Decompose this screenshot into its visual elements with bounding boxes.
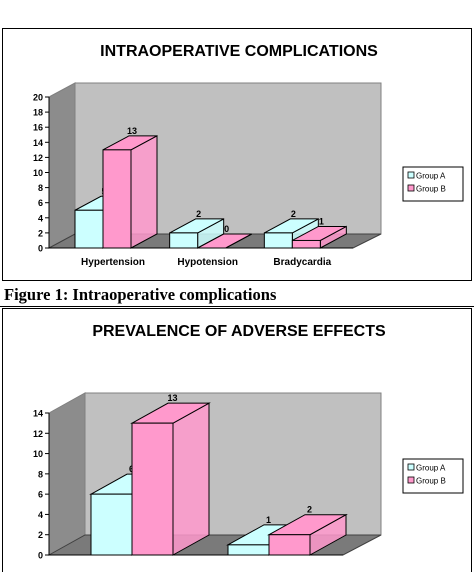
y-tick-label: 12 — [33, 153, 43, 163]
chart-title: PREVALENCE OF ADVERSE EFFECTS — [92, 323, 386, 340]
bar — [74, 209, 104, 249]
bar — [263, 232, 293, 249]
data-label: 1 — [266, 515, 271, 525]
chart-side-wall — [48, 392, 86, 556]
chart-title: INTRAOPERATIVE COMPLICATIONS — [100, 43, 378, 60]
caption-divider — [0, 306, 474, 307]
y-tick-label: 2 — [38, 228, 43, 238]
adverse-effects-chart: PREVALENCE OF ADVERSE EFFECTS 0246810121… — [33, 323, 464, 561]
y-tick-label: 12 — [33, 429, 43, 439]
y-tick-label: 14 — [33, 409, 43, 419]
legend-swatch — [407, 184, 415, 192]
data-label: 13 — [127, 126, 137, 136]
y-tick-label: 0 — [38, 551, 43, 561]
data-label: 2 — [196, 209, 201, 219]
legend-label: Group A — [416, 172, 446, 181]
data-label: 1 — [319, 216, 324, 226]
y-tick-label: 8 — [38, 183, 43, 193]
bar-side — [130, 135, 158, 249]
y-tick-label: 10 — [33, 168, 43, 178]
bar — [268, 534, 311, 556]
y-tick-label: 0 — [38, 244, 43, 254]
bar — [291, 239, 321, 249]
bar — [102, 149, 132, 249]
data-label: 2 — [307, 505, 312, 515]
y-tick-label: 16 — [33, 123, 43, 133]
y-tick-label: 6 — [38, 198, 43, 208]
bar — [227, 544, 270, 556]
y-tick-label: 4 — [38, 510, 43, 520]
legend-swatch — [407, 463, 415, 471]
legend-swatch — [407, 171, 415, 179]
figure-caption: Figure 1: Intraoperative complications — [4, 285, 277, 304]
bar-side — [172, 402, 210, 556]
data-label: 13 — [167, 393, 177, 403]
category-label: Hypotension — [177, 257, 238, 268]
bar-top — [197, 233, 252, 249]
category-label: Bradycardia — [273, 257, 331, 268]
y-tick-label: 20 — [33, 93, 43, 103]
chart-side-wall — [48, 82, 76, 249]
y-tick-label: 18 — [33, 108, 43, 118]
y-tick-label: 14 — [33, 138, 43, 148]
legend-swatch — [407, 476, 415, 484]
data-label: 2 — [291, 209, 296, 219]
category-label: Hypertension — [81, 257, 145, 268]
data-label: 0 — [224, 224, 229, 234]
y-tick-label: 6 — [38, 490, 43, 500]
bar — [169, 232, 199, 249]
legend-label: Group B — [416, 477, 446, 486]
legend-label: Group A — [416, 464, 446, 473]
chart-2-frame: PREVALENCE OF ADVERSE EFFECTS 0 2 4 6 8 10 12 1… — [2, 308, 472, 572]
bar — [131, 422, 174, 556]
y-tick-label: 2 — [38, 530, 43, 540]
y-tick-label: 10 — [33, 449, 43, 459]
chart-1-frame: INTRAOPERATIVE COMPLICATIONS 0 2 4 6 8 10 12 14… — [2, 28, 472, 281]
bar — [90, 493, 133, 556]
legend-label: Group B — [416, 185, 446, 194]
y-tick-label: 8 — [38, 469, 43, 479]
y-tick-label: 4 — [38, 213, 43, 223]
intraoperative-complications-chart: INTRAOPERATIVE COMPLICATIONS 02468101214… — [33, 43, 464, 268]
